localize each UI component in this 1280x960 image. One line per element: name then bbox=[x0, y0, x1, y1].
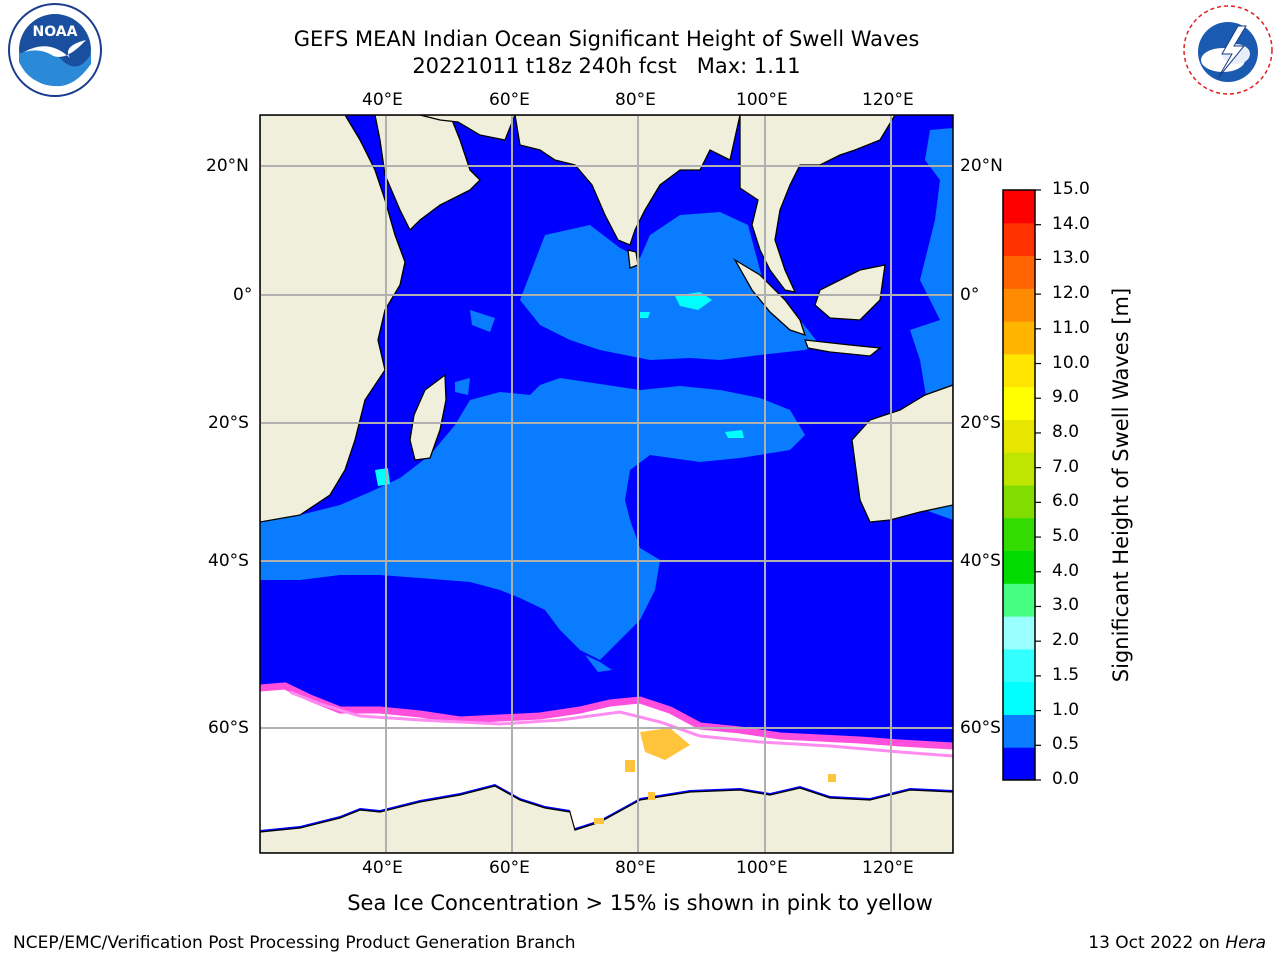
lat-tick-right-40s: 40°S bbox=[960, 551, 1001, 571]
lat-tick-left-20s: 20°S bbox=[208, 413, 249, 433]
sea-ice-caption: Sea Ice Concentration > 15% is shown in … bbox=[347, 891, 933, 915]
colorbar-tick-label: 3.0 bbox=[1052, 595, 1080, 616]
colorbar-tick-label: 5.0 bbox=[1052, 526, 1080, 547]
noaa-logo-text: NOAA bbox=[33, 24, 78, 40]
swell-1.0-1.5-patches bbox=[375, 292, 744, 486]
colorbar-tick-label: 12.0 bbox=[1052, 283, 1090, 304]
lon-tick-top-120: 120°E bbox=[862, 90, 914, 110]
colorbar-cell bbox=[1003, 517, 1035, 552]
lon-tick-top-60: 60°E bbox=[489, 90, 530, 110]
lat-tick-left-40s: 40°S bbox=[208, 551, 249, 571]
colorbar-cell bbox=[1003, 222, 1035, 257]
lon-tick-top-40: 40°E bbox=[362, 90, 403, 110]
lat-tick-right-0: 0° bbox=[960, 285, 980, 305]
colorbar-cell bbox=[1003, 452, 1035, 486]
colorbar-tick-label: 0.5 bbox=[1052, 734, 1080, 755]
colorbar-cell bbox=[1003, 648, 1035, 683]
colorbar-cell bbox=[1003, 485, 1035, 519]
map-title: GEFS MEAN Indian Ocean Significant Heigh… bbox=[293, 27, 920, 51]
lon-tick-top-100: 100°E bbox=[736, 90, 788, 110]
lat-tick-left-20n: 20°N bbox=[206, 156, 249, 176]
colorbar-tick-label: 13.0 bbox=[1052, 248, 1090, 269]
lon-tick-bottom-60: 60°E bbox=[489, 858, 530, 878]
map-frame bbox=[259, 114, 954, 854]
footer-date-text: 13 Oct 2022 on bbox=[1088, 933, 1220, 953]
colorbar-cell bbox=[1003, 550, 1035, 584]
colorbar-title: Significant Height of Swell Waves [m] bbox=[1109, 287, 1133, 683]
colorbar-cell bbox=[1003, 288, 1035, 322]
colorbar-tick-label: 10.0 bbox=[1052, 352, 1090, 373]
sea-ice-yellow-patches bbox=[594, 728, 836, 824]
colorbar-cell bbox=[1003, 583, 1035, 617]
colorbar-cell bbox=[1003, 714, 1035, 748]
colorbar-tick-label: 4.0 bbox=[1052, 560, 1080, 581]
colorbar-cell bbox=[1003, 321, 1035, 355]
lon-tick-bottom-100: 100°E bbox=[736, 858, 788, 878]
footer-credit: NCEP/EMC/Verification Post Processing Pr… bbox=[13, 933, 576, 953]
lon-tick-top-80: 80°E bbox=[615, 90, 656, 110]
map-subtitle: 20221011 t18z 240h fcst Max: 1.11 bbox=[412, 54, 801, 78]
colorbar-tick-label: 2.0 bbox=[1052, 630, 1080, 651]
colorbar-cell bbox=[1003, 386, 1035, 420]
nws-logo-icon bbox=[1183, 5, 1273, 95]
colorbar-cell bbox=[1003, 616, 1035, 650]
colorbar-cell bbox=[1003, 255, 1035, 289]
land-masses bbox=[260, 115, 953, 853]
noaa-logo-icon: NOAA bbox=[8, 3, 102, 97]
lon-tick-bottom-80: 80°E bbox=[615, 858, 656, 878]
colorbar-cell bbox=[1003, 681, 1035, 715]
footer-host: Hera bbox=[1225, 933, 1266, 953]
colorbar-tick-label: 9.0 bbox=[1052, 387, 1080, 408]
footer-date: 13 Oct 2022 on Hera bbox=[1088, 933, 1266, 953]
lon-tick-bottom-40: 40°E bbox=[362, 858, 403, 878]
colorbar-tick-label: 8.0 bbox=[1052, 421, 1080, 442]
lat-tick-right-60s: 60°S bbox=[960, 718, 1001, 738]
sea-ice-edge-inner bbox=[289, 690, 953, 758]
lat-tick-right-20s: 20°S bbox=[960, 413, 1001, 433]
sea-ice-region bbox=[260, 688, 953, 830]
colorbar-tick-label: 7.0 bbox=[1052, 456, 1080, 477]
colorbar-tick-label: 0.0 bbox=[1052, 769, 1080, 789]
colorbar-cell bbox=[1003, 353, 1035, 388]
colorbar-tick-label: 1.0 bbox=[1052, 699, 1080, 720]
colorbar-cell bbox=[1003, 419, 1035, 453]
colorbar-cell bbox=[1003, 190, 1035, 224]
lat-tick-right-20n: 20°N bbox=[960, 156, 1003, 176]
colorbar-tick-label: 11.0 bbox=[1052, 317, 1090, 338]
sea-ice-edge bbox=[260, 682, 953, 750]
colorbar-tick-label: 1.5 bbox=[1052, 664, 1080, 685]
lat-tick-left-0: 0° bbox=[233, 285, 253, 305]
lon-tick-bottom-120: 120°E bbox=[862, 858, 914, 878]
colorbar-cell bbox=[1003, 747, 1035, 781]
map-gridlines bbox=[260, 115, 953, 853]
colorbar-tick-label: 15.0 bbox=[1052, 179, 1090, 199]
lat-tick-left-60s: 60°S bbox=[208, 718, 249, 738]
colorbar-tick-label: 6.0 bbox=[1052, 491, 1080, 512]
colorbar-tick-label: 14.0 bbox=[1052, 213, 1090, 234]
colorbar-frame bbox=[1002, 189, 1036, 781]
